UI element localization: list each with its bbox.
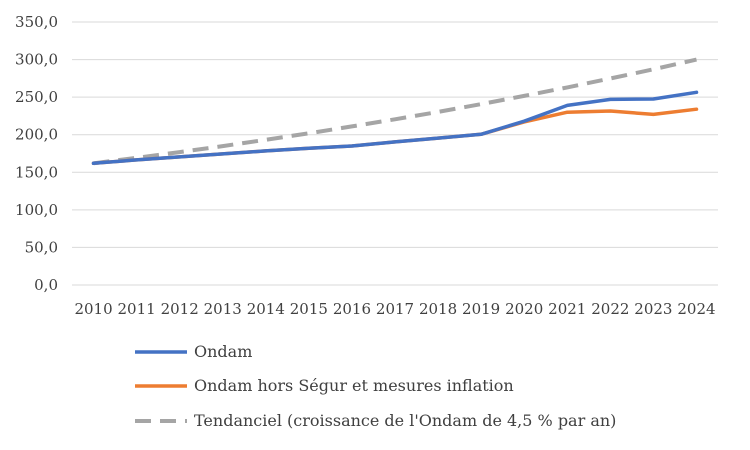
x-tick-label: 2016 xyxy=(333,300,371,318)
x-tick-label: 2011 xyxy=(118,300,156,318)
y-tick-label: 200,0 xyxy=(15,126,58,144)
x-tick-label: 2010 xyxy=(74,300,112,318)
y-tick-label: 350,0 xyxy=(15,13,58,31)
y-tick-label: 250,0 xyxy=(15,88,58,106)
series-lines xyxy=(91,57,699,166)
x-tick-label: 2020 xyxy=(505,300,543,318)
y-tick-label: 300,0 xyxy=(15,51,58,69)
x-tick-label: 2024 xyxy=(677,300,715,318)
x-tick-label: 2015 xyxy=(290,300,328,318)
y-tick-label: 50,0 xyxy=(25,238,58,256)
x-tick-label: 2022 xyxy=(591,300,629,318)
gridlines xyxy=(72,21,718,286)
x-axis-ticks: 2010 2011 2012 2013 2014 2015 2016 2017 2018 2019… xyxy=(74,300,715,318)
series-line-3 xyxy=(93,57,697,166)
y-tick-label: 100,0 xyxy=(15,201,58,219)
x-tick-label: 2014 xyxy=(247,300,285,318)
series-line-1 xyxy=(91,90,699,166)
x-tick-label: 2018 xyxy=(419,300,457,318)
x-tick-label: 2023 xyxy=(634,300,672,318)
legend: Ondam Ondam hors Ségur et mesures inflati… xyxy=(135,342,616,430)
y-tick-label: 150,0 xyxy=(15,163,58,181)
legend-label-2: Ondam hors Ségur et mesures inflation xyxy=(194,376,514,395)
x-tick-label: 2013 xyxy=(204,300,242,318)
x-tick-label: 2012 xyxy=(161,300,199,318)
x-tick-label: 2021 xyxy=(548,300,586,318)
x-tick-label: 2017 xyxy=(376,300,414,318)
y-axis-ticks: 0,0 50,0 100,0 150,0 200,0 250,0 300,0 350,0 xyxy=(15,13,58,294)
y-tick-label: 0,0 xyxy=(34,276,58,294)
legend-label-3: Tendanciel (croissance de l'Ondam de 4,5… xyxy=(194,411,616,430)
legend-label-1: Ondam xyxy=(194,342,252,361)
x-tick-label: 2019 xyxy=(462,300,500,318)
